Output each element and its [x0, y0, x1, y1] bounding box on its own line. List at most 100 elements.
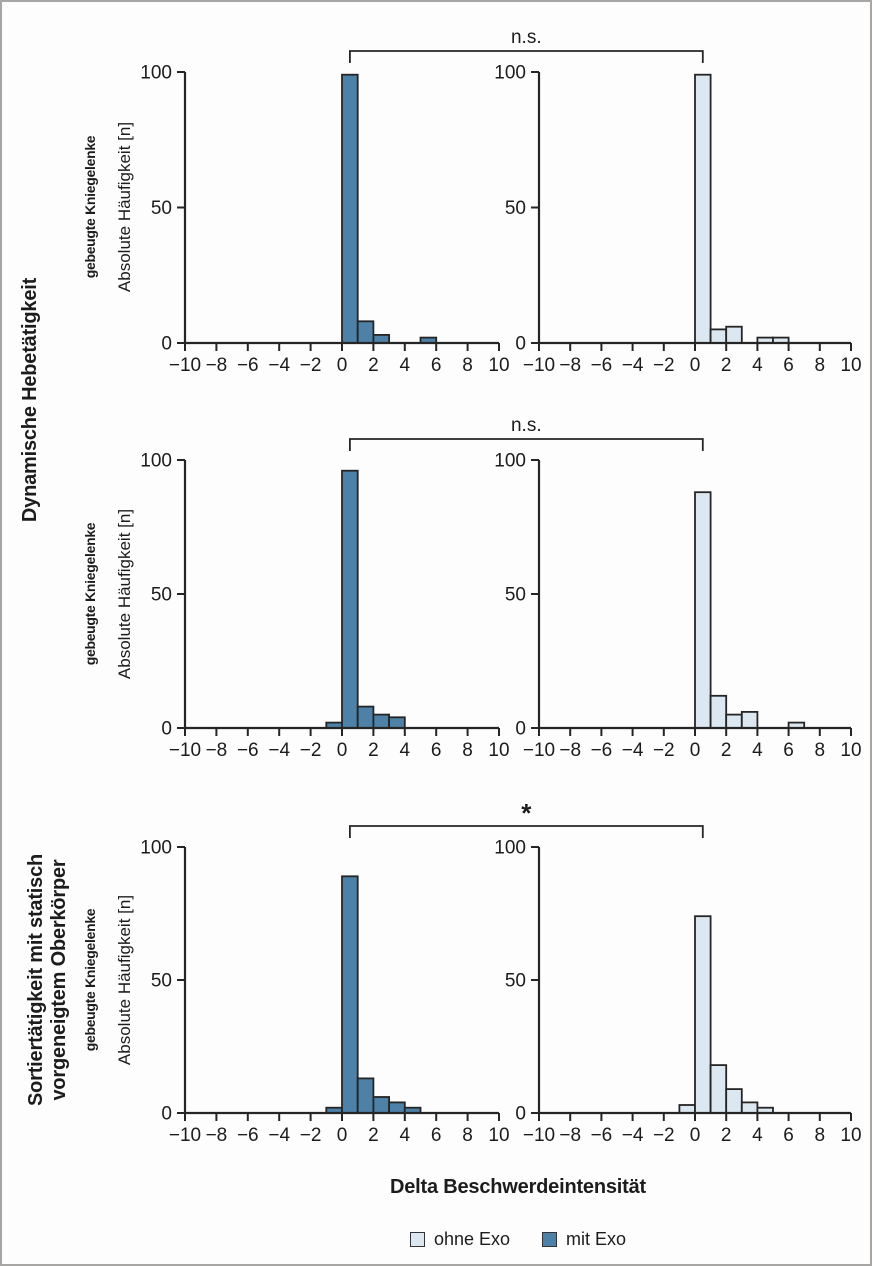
y-tick-label: 50 [505, 971, 526, 992]
x-tick-label: −8 [559, 355, 581, 376]
bar-ohne-exo-bin-1 [678, 1104, 696, 1114]
x-tick-label: 4 [752, 740, 763, 761]
ylabel-gebeugte-kniegelenke-row1: gebeugte Kniegelenke [82, 135, 98, 279]
x-tick-label: 4 [400, 355, 411, 376]
x-tick-label: 2 [721, 740, 732, 761]
x-tick-label: 4 [752, 1125, 763, 1146]
x-tick-label: 0 [337, 355, 348, 376]
bar-mit-exo-bin0 [341, 73, 359, 344]
x-tick-label: −8 [206, 1125, 228, 1146]
x-tick-label: −10 [169, 1125, 201, 1146]
x-tick-label: 10 [840, 740, 861, 761]
bar-ohne-exo-bin1 [709, 1064, 728, 1114]
bar-ohne-exo-bin2 [725, 713, 743, 729]
y-tick-label: 100 [494, 451, 526, 472]
x-tick-label: −4 [622, 1125, 644, 1146]
bar-mit-exo-bin2 [372, 333, 390, 344]
x-tick-label: 10 [488, 740, 509, 761]
x-tick-label: 10 [840, 355, 861, 376]
x-tick-label: 2 [368, 740, 379, 761]
y-tick-label: 0 [161, 1104, 172, 1125]
x-tick-label: 4 [400, 1125, 411, 1146]
y-tick-label: 100 [494, 63, 526, 84]
x-tick-label: −6 [591, 740, 613, 761]
x-tick-label: −6 [237, 355, 259, 376]
x-tick-label: −4 [622, 355, 644, 376]
y-tick-label: 50 [151, 585, 172, 606]
legend-label-ohne-exo: ohne Exo [433, 1228, 511, 1249]
significance-label-row3: * [521, 798, 532, 828]
y-tick-label: 100 [494, 838, 526, 859]
x-tick-label: −6 [591, 1125, 613, 1146]
x-tick-label: −8 [559, 740, 581, 761]
significance-label-row1: n.s. [511, 27, 542, 48]
y-tick-label: 50 [151, 971, 172, 992]
x-tick-label: 2 [368, 355, 379, 376]
x-tick-label: 8 [815, 355, 826, 376]
x-tick-label: −8 [559, 1125, 581, 1146]
x-tick-label: −4 [268, 355, 290, 376]
y-tick-label: 100 [140, 451, 172, 472]
row-label-line-1: Sortiertätigkeit mit statisch [25, 853, 47, 1107]
bar-ohne-exo-bin2 [725, 1088, 743, 1114]
x-tick-label: 6 [431, 355, 442, 376]
legend-item-mit-exo: mit Exo [542, 1229, 626, 1250]
x-tick-label: −2 [300, 355, 322, 376]
legend-item-ohne-exo: ohne Exo [409, 1228, 511, 1250]
bar-ohne-exo-bin3 [740, 711, 759, 729]
x-tick-label: −6 [591, 355, 613, 376]
bar-mit-exo-bin1 [356, 1077, 375, 1114]
x-tick-label: −10 [169, 355, 201, 376]
x-tick-label: 8 [462, 740, 473, 761]
ylabel-absolute-haeufigkeit-row3: Absolute Häufigkeit [n] [115, 894, 134, 1066]
bar-ohne-exo-bin0 [694, 491, 712, 729]
bar-mit-exo-bin2 [372, 713, 390, 729]
x-tick-label: 8 [815, 740, 826, 761]
significance-bracket-row1 [349, 50, 704, 63]
x-tick-label: 6 [431, 740, 442, 761]
bar-mit-exo-bin0 [341, 469, 359, 729]
y-tick-label: 100 [140, 838, 172, 859]
x-tick-label: 4 [400, 740, 411, 761]
bar-mit-exo-bin1 [356, 705, 375, 729]
row-label-sortiertaetigkeit: Sortiertätigkeit mit statisch vorgeneigt… [25, 730, 71, 1230]
x-tick-label: 8 [462, 1125, 473, 1146]
bar-ohne-exo-bin0 [694, 73, 712, 344]
x-tick-label: 4 [752, 355, 763, 376]
y-tick-label: 100 [140, 63, 172, 84]
x-tick-label: −4 [268, 740, 290, 761]
x-tick-label: 2 [368, 1125, 379, 1146]
legend: ohne Exo mit Exo [185, 1224, 851, 1254]
legend-swatch-mit-exo [542, 1231, 558, 1247]
x-tick-label: 10 [488, 355, 509, 376]
x-tick-label: −6 [237, 740, 259, 761]
bar-mit-exo-bin3 [388, 716, 406, 729]
x-tick-label: −10 [523, 355, 555, 376]
x-tick-label: 6 [783, 1125, 794, 1146]
x-tick-label: −10 [169, 740, 201, 761]
legend-label-mit-exo: mit Exo [566, 1228, 627, 1249]
bar-ohne-exo-bin2 [725, 325, 743, 344]
x-tick-label: 2 [721, 355, 732, 376]
x-tick-label: 10 [488, 1125, 509, 1146]
y-tick-label: 0 [161, 719, 172, 740]
y-tick-label: 50 [505, 198, 526, 219]
row-label-dynamische-hebetaetigkeit: Dynamische Hebetätigkeit [19, 277, 41, 523]
x-tick-label: 6 [431, 1125, 442, 1146]
significance-label-row2: n.s. [511, 415, 542, 436]
y-tick-label: 50 [151, 198, 172, 219]
bar-ohne-exo-bin1 [709, 694, 728, 729]
legend-swatch-ohne-exo [409, 1231, 425, 1247]
x-tick-label: 0 [337, 740, 348, 761]
x-tick-label: −4 [622, 740, 644, 761]
x-tick-label: 0 [690, 1125, 701, 1146]
bar-ohne-exo-bin3 [740, 1101, 759, 1114]
x-tick-label: −2 [653, 740, 675, 761]
